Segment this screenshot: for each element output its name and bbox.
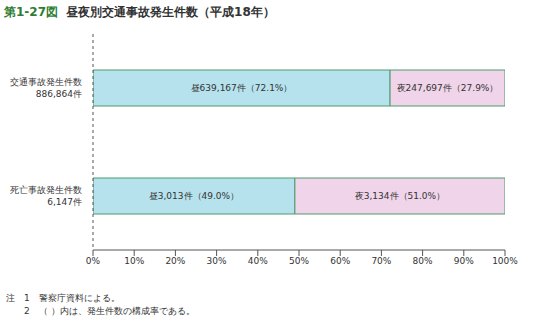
svg-text:50%: 50% (289, 256, 309, 266)
svg-text:70%: 70% (371, 256, 391, 266)
svg-text:昼639,167件（72.1%）: 昼639,167件（72.1%） (191, 83, 293, 93)
svg-text:80%: 80% (413, 256, 433, 266)
svg-text:30%: 30% (207, 256, 227, 266)
svg-text:夜247,697件（27.9%）: 夜247,697件（27.9%） (397, 83, 499, 93)
svg-text:夜3,134件（51.0%）: 夜3,134件（51.0%） (355, 191, 445, 201)
svg-text:昼3,013件（49.0%）: 昼3,013件（49.0%） (149, 191, 239, 201)
svg-text:40%: 40% (248, 256, 268, 266)
svg-text:100%: 100% (492, 256, 518, 266)
svg-text:20%: 20% (165, 256, 185, 266)
svg-text:0%: 0% (86, 256, 101, 266)
svg-text:10%: 10% (124, 256, 144, 266)
svg-text:90%: 90% (454, 256, 474, 266)
svg-text:死亡事故発生件数6,147件: 死亡事故発生件数6,147件 (10, 185, 82, 207)
html-text:注 1 警察庁資料による。: 注 1 警察庁資料による。 (6, 293, 120, 303)
html-text:第1-27図: 第1-27図 (4, 5, 58, 19)
svg-text:交通事故発生件数886,864件: 交通事故発生件数886,864件 (10, 77, 82, 99)
html-text:昼夜別交通事故発生件数（平成18年）: 昼夜別交通事故発生件数（平成18年） (66, 5, 275, 19)
html-text:2 （ ）内は、発生件数の構成率である。: 2 （ ）内は、発生件数の構成率である。 (6, 306, 195, 316)
svg-text:60%: 60% (330, 256, 350, 266)
